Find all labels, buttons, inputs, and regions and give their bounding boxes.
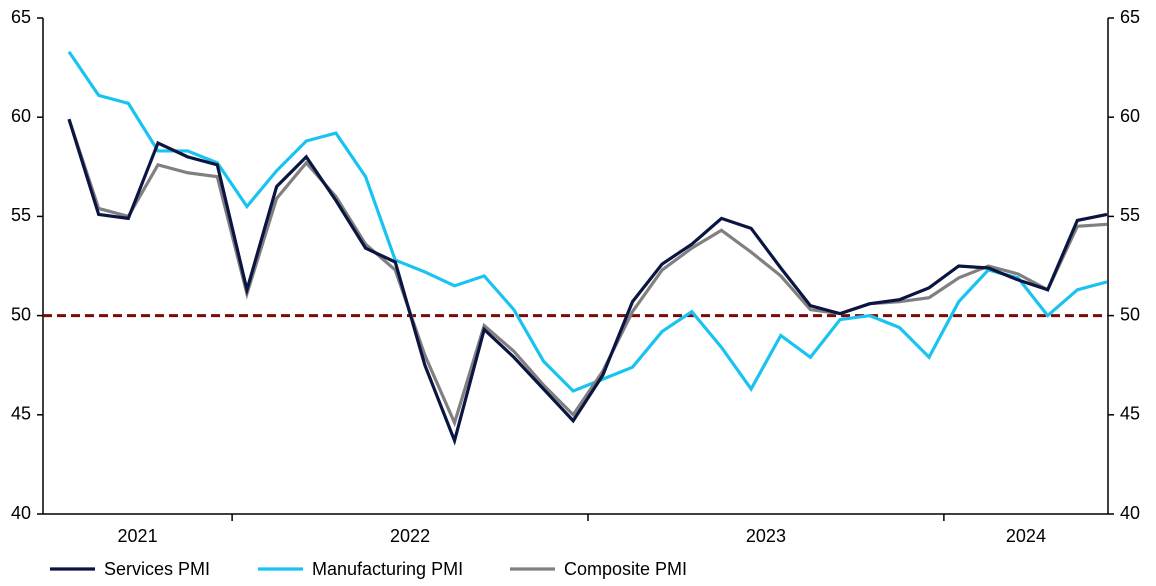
y-tick-label: 55 — [11, 205, 31, 225]
series-line — [67, 50, 1108, 393]
y-tick-label: 60 — [11, 106, 31, 126]
y2-tick-label: 40 — [1120, 503, 1140, 523]
legend-label: Manufacturing PMI — [312, 559, 463, 579]
y-tick-label: 50 — [11, 304, 31, 324]
y-tick-label: 65 — [11, 7, 31, 27]
y2-tick-label: 60 — [1120, 106, 1140, 126]
legend-label: Services PMI — [104, 559, 210, 579]
series-line — [67, 118, 1108, 446]
y2-tick-label: 50 — [1120, 304, 1140, 324]
y-tick-label: 40 — [11, 503, 31, 523]
x-year-label: 2021 — [118, 526, 158, 546]
y2-tick-label: 45 — [1120, 404, 1140, 424]
y-tick-label: 45 — [11, 404, 31, 424]
x-year-label: 2022 — [390, 526, 430, 546]
x-year-label: 2023 — [746, 526, 786, 546]
y2-tick-label: 65 — [1120, 7, 1140, 27]
x-year-label: 2024 — [1006, 526, 1046, 546]
y2-tick-label: 55 — [1120, 205, 1140, 225]
legend-label: Composite PMI — [564, 559, 687, 579]
